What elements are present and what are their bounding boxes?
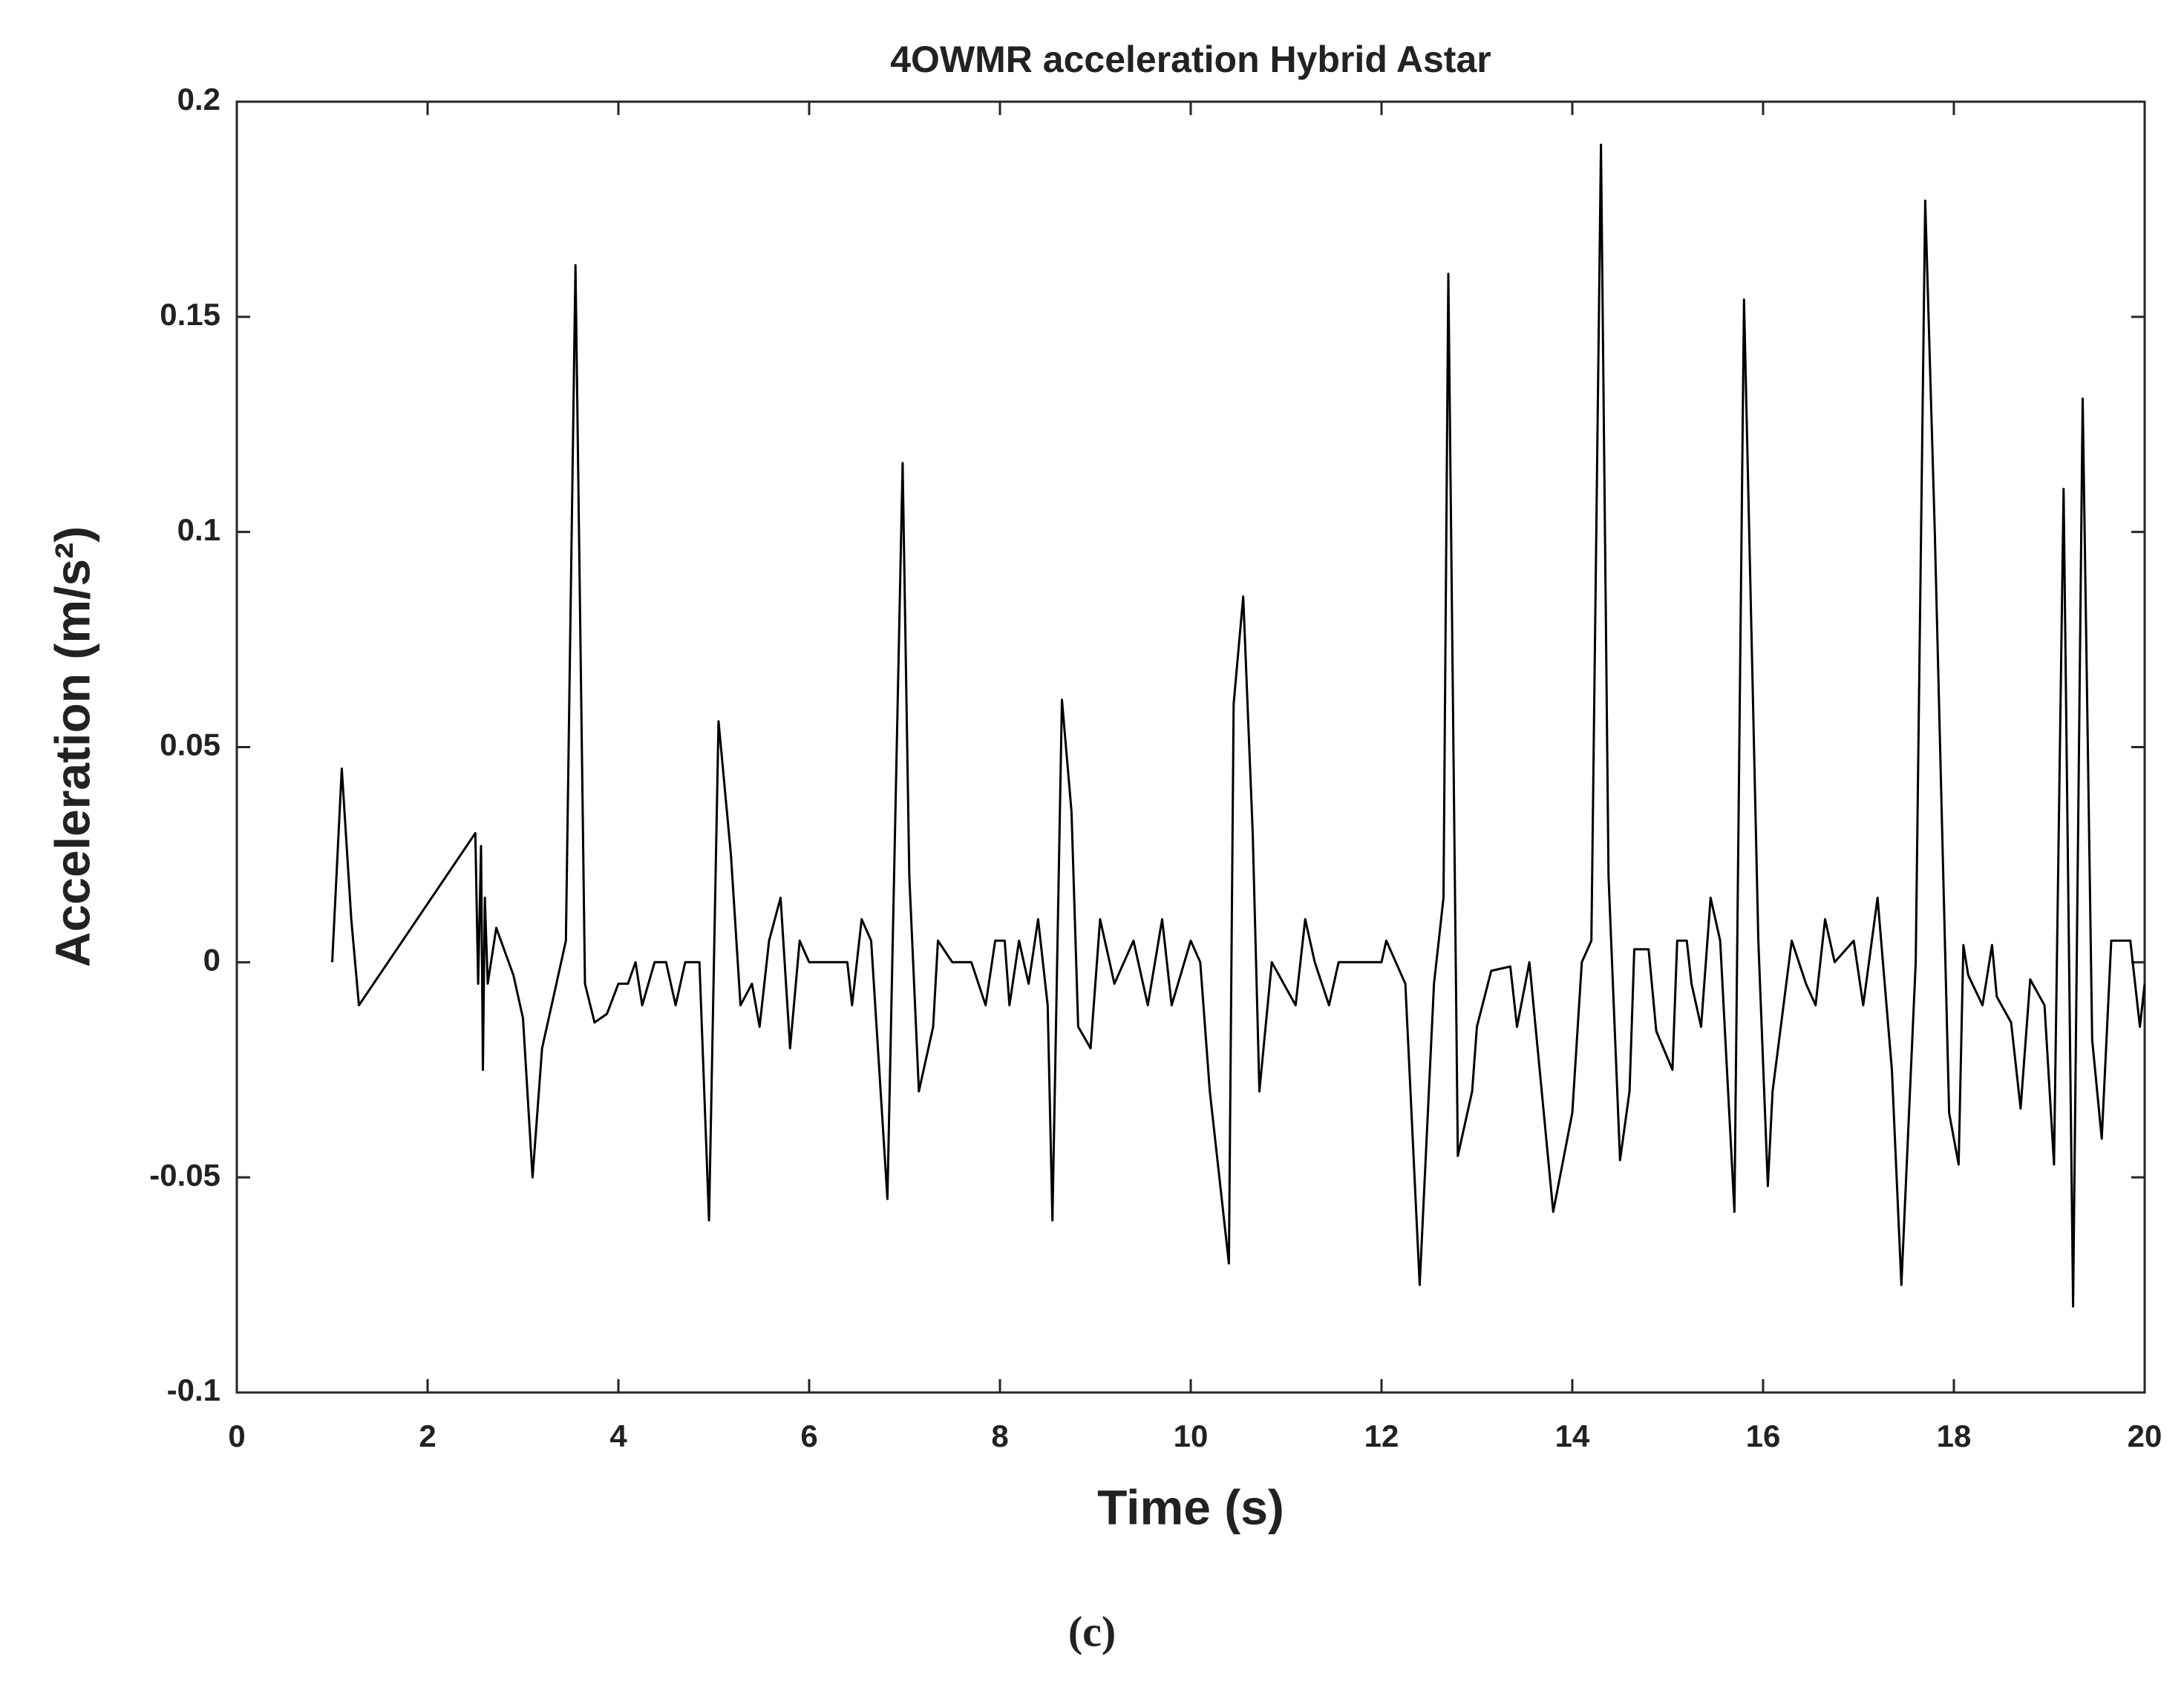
x-tick-label: 2 — [419, 1418, 436, 1453]
y-axis-label: Acceleration (m/s²) — [45, 526, 99, 967]
y-tick-label: 0.05 — [160, 727, 220, 762]
y-tick-label: 0.1 — [177, 512, 220, 547]
y-tick-label: -0.05 — [149, 1157, 220, 1192]
chart-title: 4OWMR acceleration Hybrid Astar — [890, 39, 1491, 80]
plot-frame — [235, 100, 2146, 1394]
x-tick-label: 8 — [991, 1418, 1008, 1453]
x-tick-label: 4 — [609, 1418, 627, 1453]
data-line — [331, 143, 2146, 1308]
y-tick-label: 0.15 — [160, 297, 220, 332]
x-tick-label: 12 — [1364, 1418, 1399, 1453]
x-tick-label: 14 — [1555, 1418, 1590, 1453]
x-tick-label: 16 — [1746, 1418, 1781, 1453]
x-axis-label: Time (s) — [1097, 1479, 1284, 1534]
x-tick-label: 20 — [2128, 1418, 2162, 1453]
x-tick-label: 0 — [228, 1418, 245, 1453]
x-tick-label: 10 — [1174, 1418, 1209, 1453]
x-tick-label: 18 — [1937, 1418, 1972, 1453]
y-tick-label: 0 — [203, 942, 220, 977]
y-tick-label: 0.2 — [177, 82, 220, 117]
caption: (c) — [1068, 1607, 1116, 1655]
x-tick-label: 6 — [800, 1418, 817, 1453]
y-tick-label: -0.1 — [167, 1372, 220, 1407]
